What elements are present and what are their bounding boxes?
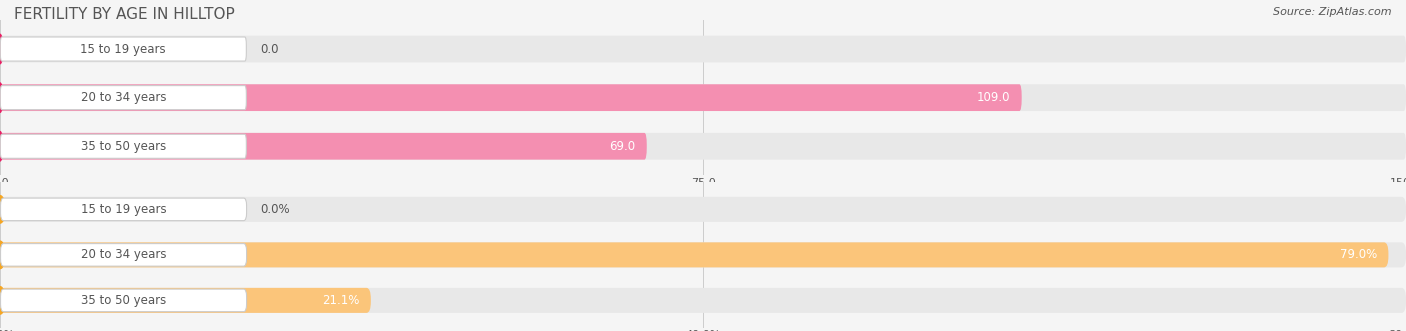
Text: FERTILITY BY AGE IN HILLTOP: FERTILITY BY AGE IN HILLTOP [14,7,235,22]
FancyBboxPatch shape [0,288,1406,313]
Text: 109.0: 109.0 [977,91,1011,104]
FancyBboxPatch shape [0,84,1406,111]
FancyBboxPatch shape [0,242,1406,267]
FancyBboxPatch shape [0,86,246,110]
FancyBboxPatch shape [0,288,371,313]
FancyBboxPatch shape [0,244,246,266]
Text: 0.0%: 0.0% [260,203,290,216]
FancyBboxPatch shape [0,289,246,312]
Text: 35 to 50 years: 35 to 50 years [82,294,166,307]
FancyBboxPatch shape [0,242,1389,267]
Text: Source: ZipAtlas.com: Source: ZipAtlas.com [1274,7,1392,17]
Text: 0.0: 0.0 [260,42,278,56]
FancyBboxPatch shape [0,134,246,158]
FancyBboxPatch shape [0,133,1406,160]
Text: 79.0%: 79.0% [1340,248,1376,261]
FancyBboxPatch shape [0,133,647,160]
Text: 15 to 19 years: 15 to 19 years [80,203,166,216]
Text: 20 to 34 years: 20 to 34 years [80,91,166,104]
Circle shape [0,196,6,223]
Circle shape [0,34,3,64]
Text: 21.1%: 21.1% [322,294,360,307]
Circle shape [0,241,6,269]
FancyBboxPatch shape [0,198,246,221]
Circle shape [0,131,3,161]
FancyBboxPatch shape [0,36,1406,63]
Circle shape [0,83,3,112]
FancyBboxPatch shape [0,37,246,61]
Text: 20 to 34 years: 20 to 34 years [80,248,166,261]
Text: 69.0: 69.0 [609,140,636,153]
FancyBboxPatch shape [0,197,1406,222]
Text: 15 to 19 years: 15 to 19 years [80,42,166,56]
Text: 35 to 50 years: 35 to 50 years [80,140,166,153]
Circle shape [0,287,6,314]
FancyBboxPatch shape [0,84,1022,111]
